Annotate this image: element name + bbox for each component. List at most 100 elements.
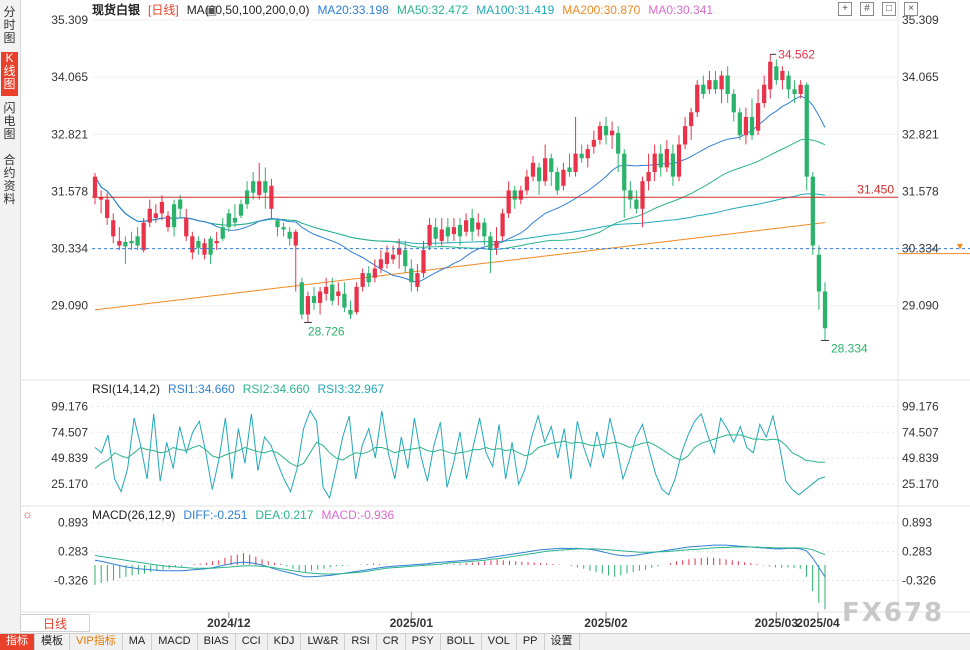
- price-axis-left-label: 29.090: [51, 299, 88, 313]
- candle-body: [822, 291, 828, 329]
- candle-body: [257, 181, 262, 196]
- toolbar-item-psy[interactable]: PSY: [406, 634, 441, 650]
- toolbar-item-rsi[interactable]: RSI: [345, 634, 377, 650]
- toolbar-item-kdj[interactable]: KDJ: [268, 634, 302, 650]
- candle-body: [348, 309, 353, 315]
- chart-canvas[interactable]: 31.450 ▼ 34.562 28.726 28.334 35.309 35.309 34…: [0, 0, 970, 633]
- macd-axis-right-label: 0.893: [902, 516, 932, 530]
- candle-body: [451, 227, 457, 235]
- fullscreen-icon[interactable]: □: [882, 2, 896, 16]
- candle-body: [281, 227, 286, 230]
- candle-body: [457, 224, 463, 237]
- close-icon[interactable]: ×: [904, 2, 918, 16]
- candle-body: [755, 103, 761, 131]
- side-tab-timeshare[interactable]: 分时图: [3, 5, 16, 45]
- candle-body: [159, 201, 165, 214]
- candle-body: [147, 208, 152, 223]
- candle-body: [719, 75, 724, 90]
- candle-body: [816, 254, 822, 292]
- candle-body: [573, 153, 578, 173]
- price-axis-left-label: 31.578: [51, 184, 88, 198]
- toolbar-item-indicators[interactable]: 指标: [0, 634, 35, 650]
- candle-body: [543, 158, 548, 182]
- x-tick-label: 2025/03: [755, 616, 799, 630]
- candle-body: [549, 158, 554, 173]
- toolbar-item-settings[interactable]: 设置: [545, 634, 580, 650]
- toolbar-item-template[interactable]: 模板: [35, 634, 70, 650]
- candle-body: [768, 61, 773, 90]
- legend-ma100: MA100:31.419: [476, 3, 554, 17]
- candle-body: [135, 236, 140, 246]
- candle-body: [725, 75, 730, 94]
- candle-body: [567, 167, 572, 173]
- candle-body: [695, 84, 700, 113]
- candle-body: [707, 80, 712, 90]
- side-tab-contract-info[interactable]: 合约资料: [3, 153, 16, 206]
- candle-body: [360, 273, 365, 287]
- toolbar-item-bias[interactable]: BIAS: [198, 634, 236, 650]
- candle-body: [622, 153, 627, 191]
- candle-body: [762, 84, 767, 104]
- toolbar-item-cr[interactable]: CR: [377, 634, 406, 650]
- candle-body: [628, 190, 633, 200]
- price-axis-right-label: 29.090: [902, 299, 939, 313]
- candle-body: [403, 250, 408, 267]
- candle-body: [184, 217, 189, 237]
- candle-body: [275, 220, 280, 228]
- candle-body: [561, 169, 566, 186]
- candle-body: [500, 213, 505, 237]
- macd-settings-icon: ☼: [22, 507, 33, 521]
- macd-dea-line: [94, 546, 826, 575]
- toolbar-item-vol[interactable]: VOL: [482, 634, 517, 650]
- candle-body: [524, 176, 530, 191]
- candle-body: [92, 176, 98, 198]
- price-axis-left-label: 30.334: [51, 242, 88, 256]
- price-axis-right-label: 34.065: [902, 70, 939, 84]
- grid-icon[interactable]: #: [860, 2, 874, 16]
- rsi-axis-right-label: 49.839: [902, 451, 939, 465]
- candle-body: [530, 162, 536, 177]
- toolbar-item-boll[interactable]: BOLL: [441, 634, 482, 650]
- candle-body: [609, 130, 615, 136]
- reference-hline-label: 31.450: [857, 182, 894, 196]
- macd-axis-right-label: -0.326: [902, 573, 936, 587]
- x-tick-label: 2024/12: [207, 616, 251, 630]
- macd-axis-left-label: 0.893: [58, 516, 88, 530]
- candle-body: [676, 144, 682, 177]
- toolbar-item-lwr[interactable]: LW&R: [301, 634, 346, 650]
- candle-body: [737, 112, 742, 136]
- rsi-legend-rsi1: RSI1:34.660: [168, 382, 235, 396]
- price-axis-left-label: 35.309: [51, 13, 88, 27]
- side-tab-flash[interactable]: 闪电图: [3, 101, 16, 141]
- toolbar-item-ma[interactable]: MA: [123, 634, 153, 650]
- candle-body: [129, 240, 134, 244]
- candle-body: [324, 286, 329, 294]
- side-tab-kline[interactable]: K线图: [1, 52, 18, 96]
- ma200-line: [94, 222, 826, 311]
- period-selector[interactable]: 日线: [20, 614, 90, 632]
- toolbar-item-vip[interactable]: VIP指标: [70, 634, 123, 650]
- candle-body: [616, 132, 621, 154]
- x-tick-label: 2025/02: [584, 616, 628, 630]
- candle-body: [415, 273, 420, 287]
- candle-body: [153, 213, 158, 218]
- candle-body: [682, 126, 688, 145]
- candle-body: [433, 227, 438, 239]
- candle-body: [105, 199, 110, 218]
- candle-body: [238, 204, 244, 216]
- add-indicator-icon[interactable]: +: [838, 2, 852, 16]
- candle-body: [390, 254, 396, 260]
- ma50-line: [94, 138, 826, 250]
- candle-body: [190, 236, 195, 253]
- price-axis-left-label: 34.065: [51, 70, 88, 84]
- rsi-axis-left-label: 74.507: [51, 425, 88, 439]
- toolbar-item-cci[interactable]: CCI: [236, 634, 268, 650]
- candle-body: [689, 112, 694, 127]
- toolbar-item-macd[interactable]: MACD: [152, 634, 198, 650]
- candle-body: [263, 181, 268, 193]
- candle-body: [792, 89, 797, 94]
- toolbar-item-pp[interactable]: PP: [517, 634, 545, 650]
- price-axis-right-label: 30.334: [902, 242, 939, 256]
- candle-body: [98, 197, 104, 200]
